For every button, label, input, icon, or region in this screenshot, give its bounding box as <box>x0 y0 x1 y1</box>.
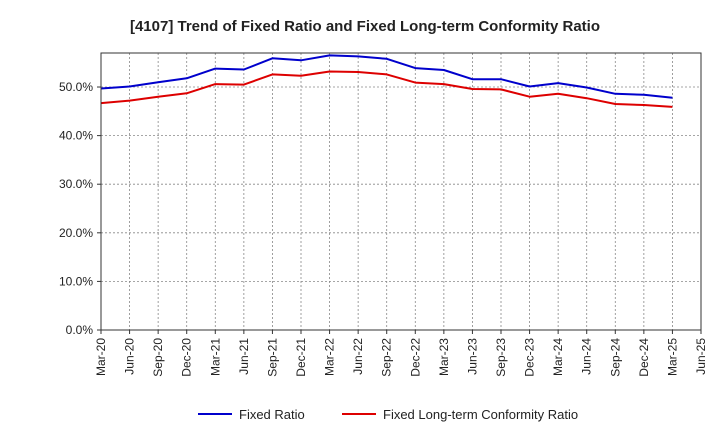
y-tick-label: 10.0% <box>59 274 93 288</box>
x-tick-label: Sep-23 <box>494 338 508 377</box>
x-tick-label: Sep-20 <box>151 338 165 377</box>
x-tick-label: Jun-20 <box>123 338 137 375</box>
legend: Fixed Ratio Fixed Long-term Conformity Ra… <box>198 407 578 422</box>
grid <box>101 53 701 330</box>
y-tick-label: 30.0% <box>59 177 93 191</box>
series-lines <box>100 54 673 108</box>
plot-frame <box>100 52 702 331</box>
x-tick-label: Sep-24 <box>608 338 622 377</box>
x-tick-label: Dec-23 <box>523 338 537 377</box>
x-tick-label: Dec-22 <box>408 338 422 377</box>
x-tick-label: Mar-21 <box>208 338 222 376</box>
x-tick-label: Mar-20 <box>94 338 108 376</box>
x-tick-label: Mar-23 <box>437 338 451 376</box>
legend-label: Fixed Ratio <box>239 407 305 422</box>
y-tick-label: 50.0% <box>59 80 93 94</box>
x-axis-ticks: Mar-20 Jun-20 Sep-20 Dec-20 Mar-21 Jun-21 Sep-… <box>94 330 708 377</box>
x-tick-label: Mar-25 <box>665 338 679 376</box>
x-tick-label: Mar-22 <box>323 338 337 376</box>
y-tick-label: 40.0% <box>59 129 93 143</box>
y-axis-ticks: 0.0% 10.0% 20.0% 30.0% 40.0% 50.0% <box>59 80 101 337</box>
chart-title: [4107] Trend of Fixed Ratio and Fixed Lo… <box>130 18 600 35</box>
x-tick-label: Jun-22 <box>351 338 365 375</box>
y-tick-label: 0.0% <box>66 323 94 337</box>
legend-label: Fixed Long-term Conformity Ratio <box>383 407 578 422</box>
x-tick-label: Dec-24 <box>637 338 651 377</box>
x-tick-label: Jun-24 <box>580 338 594 375</box>
x-tick-label: Sep-22 <box>380 338 394 377</box>
x-tick-label: Mar-24 <box>551 338 565 376</box>
y-tick-label: 20.0% <box>59 226 93 240</box>
x-tick-label: Sep-21 <box>265 338 279 377</box>
x-tick-label: Dec-21 <box>294 338 308 377</box>
series-line-fixed-long-term-conformity-ratio <box>100 70 673 108</box>
x-tick-label: Jun-23 <box>465 338 479 375</box>
x-tick-label: Jun-25 <box>694 338 708 375</box>
series-line-fixed-ratio <box>100 54 673 99</box>
x-tick-label: Jun-21 <box>237 338 251 375</box>
x-tick-label: Dec-20 <box>180 338 194 377</box>
